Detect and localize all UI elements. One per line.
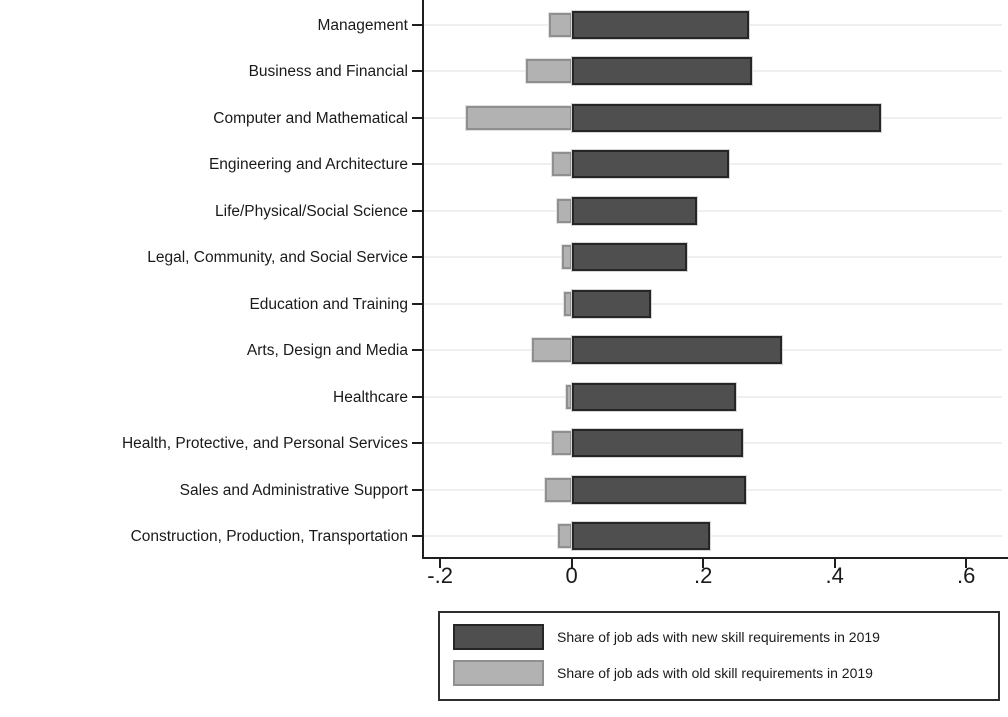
bar-old-skills xyxy=(466,105,572,130)
bar-new-skills xyxy=(571,336,783,364)
category-label: Health, Protective, and Personal Service… xyxy=(121,435,408,452)
bar-old-skills xyxy=(548,12,572,37)
x-tick-label: .6 xyxy=(957,563,976,588)
legend-item-new-skills: Share of job ads with new skill requirem… xyxy=(453,624,998,650)
bar-new-skills xyxy=(571,103,881,132)
y-axis-tick xyxy=(412,302,423,305)
y-axis-tick xyxy=(412,442,423,444)
bar-old-skills xyxy=(545,477,572,502)
y-axis-tick xyxy=(412,349,423,351)
bar-old-skills xyxy=(551,431,572,455)
bar-old-skills xyxy=(532,338,572,362)
bar-new-skills xyxy=(571,243,687,271)
y-axis-tick xyxy=(412,209,423,212)
y-axis-line xyxy=(422,0,424,559)
category-label: Arts, Design and Media xyxy=(246,342,408,359)
grid-line xyxy=(424,535,1002,537)
y-axis-tick xyxy=(412,256,423,258)
bar-new-skills xyxy=(571,196,697,225)
bar-old-skills xyxy=(557,198,572,223)
bar-new-skills xyxy=(571,10,750,39)
x-axis-tick xyxy=(965,558,968,568)
bar-old-skills xyxy=(564,291,572,316)
category-label: Education and Training xyxy=(249,295,408,313)
legend-swatch-old-skills xyxy=(453,660,544,686)
category-label: Healthcare xyxy=(333,388,408,406)
y-axis-tick xyxy=(412,116,423,119)
category-label: Management xyxy=(317,16,408,34)
y-axis-tick xyxy=(412,70,423,72)
grid-line xyxy=(424,302,1002,305)
legend-swatch-new-skills xyxy=(453,624,544,650)
y-axis-tick xyxy=(412,163,423,165)
bar-new-skills xyxy=(571,382,737,411)
category-label: Construction, Production, Transportation xyxy=(130,528,408,545)
bar-new-skills xyxy=(571,57,753,85)
bar-new-skills xyxy=(571,522,710,550)
category-label: Computer and Mathematical xyxy=(213,109,408,127)
x-axis-tick xyxy=(439,558,442,568)
legend-label-new-skills: Share of job ads with new skill requirem… xyxy=(557,629,880,645)
legend-item-old-skills: Share of job ads with old skill requirem… xyxy=(453,660,998,686)
bar-old-skills xyxy=(562,245,572,269)
x-tick-label: .4 xyxy=(825,563,844,588)
category-label: Sales and Administrative Support xyxy=(179,481,408,499)
category-label: Engineering and Architecture xyxy=(208,156,408,173)
bar-new-skills xyxy=(571,150,730,178)
grid-line xyxy=(424,209,1002,212)
bar-old-skills xyxy=(558,524,572,548)
category-label: Business and Financial xyxy=(248,63,408,80)
x-tick-label: 0 xyxy=(565,563,578,588)
x-axis-tick xyxy=(570,558,573,568)
y-axis-tick xyxy=(412,535,423,537)
x-tick-label: .2 xyxy=(693,563,713,588)
x-axis-tick xyxy=(833,558,836,568)
bar-new-skills xyxy=(571,289,651,318)
x-axis-line xyxy=(422,557,1008,559)
legend-label-old-skills: Share of job ads with old skill requirem… xyxy=(557,665,873,681)
bar-new-skills xyxy=(571,475,746,504)
bar-new-skills xyxy=(571,429,743,457)
category-label: Life/Physical/Social Science xyxy=(215,202,408,220)
category-label: Legal, Community, and Social Service xyxy=(147,249,408,266)
grid-line xyxy=(424,256,1002,258)
x-axis-tick xyxy=(702,558,705,568)
bar-old-skills xyxy=(566,384,572,409)
y-axis-tick xyxy=(412,488,423,491)
x-tick-label: -.2 xyxy=(427,563,453,588)
bar-old-skills xyxy=(551,152,572,176)
bar-old-skills xyxy=(525,59,572,83)
y-axis-tick xyxy=(412,395,423,398)
y-axis-tick xyxy=(412,23,423,26)
legend: Share of job ads with new skill requirem… xyxy=(438,611,1000,701)
